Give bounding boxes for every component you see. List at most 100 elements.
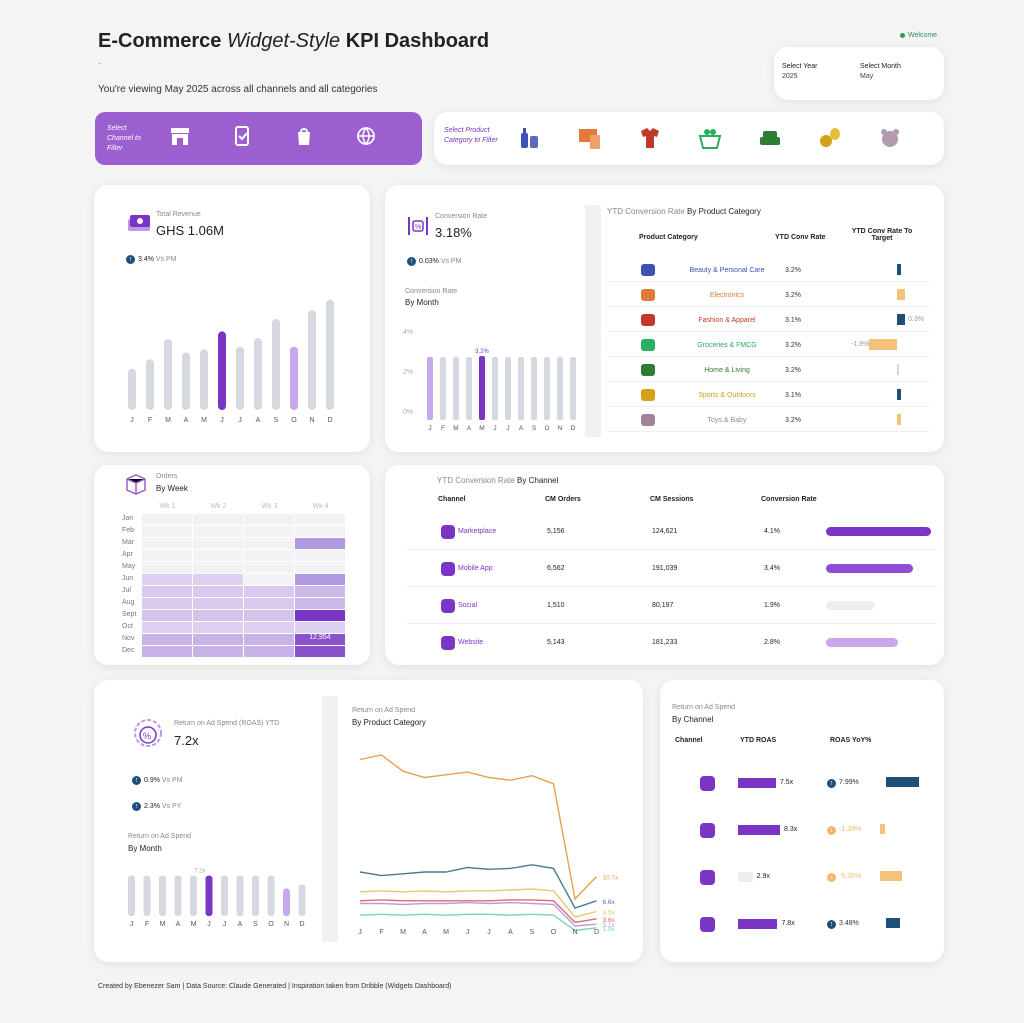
yoy-bar [886, 918, 901, 928]
table-row[interactable]: Mobile App 6,562 191,039 3.4% [407, 550, 937, 587]
month-tick: M [453, 425, 458, 432]
heatmap-cell[interactable] [244, 634, 294, 645]
home-living-icon[interactable] [758, 127, 782, 154]
heatmap-cell[interactable] [295, 550, 345, 561]
category-filter-label: Select Product Category to Filter [444, 127, 498, 144]
revenue-bar [254, 338, 262, 410]
heatmap-cell[interactable] [142, 538, 192, 549]
target-bar [869, 339, 897, 350]
heatmap-cell[interactable] [295, 622, 345, 633]
heatmap-cell[interactable] [193, 586, 243, 597]
fashion-icon[interactable] [638, 127, 662, 154]
beauty-icon[interactable] [518, 127, 542, 154]
heatmap-cell[interactable] [142, 598, 192, 609]
heatmap-cell[interactable] [244, 538, 294, 549]
groceries-icon[interactable] [698, 127, 722, 154]
roas-category-line-chart: 10.7x 6.6x 4.5x3.6x3.1x1.9x J F M A M J J A S O N D [358, 754, 619, 936]
heatmap-cell[interactable] [244, 562, 294, 573]
table-row[interactable]: Electronics 3.2% [607, 282, 929, 307]
table-row[interactable]: Marketplace 5,156 124,621 4.1% [407, 513, 937, 550]
heatmap-cell[interactable] [244, 646, 294, 657]
table-row[interactable]: 2.9x ↓ -5.35% [660, 854, 944, 901]
heatmap-cell[interactable] [142, 526, 192, 537]
heatmap-cell[interactable]: 12,954 [295, 634, 345, 645]
table-row[interactable]: Beauty & Personal Care 3.2% [607, 257, 929, 282]
website-icon[interactable] [355, 126, 377, 151]
heatmap-cell[interactable] [193, 562, 243, 573]
heatmap-cell[interactable] [244, 574, 294, 585]
heatmap-cell[interactable] [142, 646, 192, 657]
revenue-value: GHS 1.06M [156, 223, 224, 238]
channel-sessions: 181,233 [652, 639, 678, 646]
toys-icon[interactable] [878, 127, 902, 154]
heatmap-cell[interactable] [244, 526, 294, 537]
heatmap-cell[interactable] [193, 610, 243, 621]
marketplace-icon[interactable] [169, 126, 191, 151]
electronics-icon[interactable] [578, 127, 602, 154]
month-tick: D [594, 929, 599, 936]
heatmap-cell[interactable] [142, 574, 192, 585]
month-tick: S [532, 425, 537, 432]
heatmap-cell[interactable] [193, 550, 243, 561]
social-icon[interactable] [293, 126, 315, 151]
heatmap-cell[interactable] [142, 634, 192, 645]
year-select[interactable]: Select Year 2025 [782, 63, 817, 80]
heatmap-cell[interactable] [295, 598, 345, 609]
heatmap-cell[interactable] [295, 574, 345, 585]
conversion-bar-chart: 4%2%0%J F M A M3.2%J J A S O N D [403, 329, 576, 432]
heatmap-cell[interactable] [295, 610, 345, 621]
channel-sessions: 191,039 [652, 565, 678, 572]
heatmap-cell[interactable] [244, 586, 294, 597]
table-row[interactable]: Social 1,510 80,197 1.9% [407, 587, 937, 624]
sports-icon[interactable] [818, 127, 842, 154]
col-roas-yoy: ROAS YoY% [830, 737, 872, 744]
roas-yoy-value: -1.33% [839, 826, 862, 833]
heatmap-cell[interactable] [244, 622, 294, 633]
heatmap-cell[interactable] [193, 538, 243, 549]
table-row[interactable]: 7.5x ↑ 7.99% [660, 760, 944, 807]
table-row[interactable]: Sports & Outdoors 3.1% [607, 382, 929, 407]
heatmap-cell[interactable] [142, 586, 192, 597]
roas-bar [252, 875, 259, 916]
heatmap-cell[interactable] [295, 514, 345, 525]
table-row[interactable]: Toys & Baby 3.2% [607, 407, 929, 432]
heatmap-cell[interactable] [193, 622, 243, 633]
target-bar [897, 364, 899, 375]
mobile-app-icon[interactable] [231, 126, 253, 151]
heatmap-cell[interactable] [295, 538, 345, 549]
table-row[interactable]: Home & Living 3.2% [607, 357, 929, 382]
heatmap-cell[interactable] [193, 514, 243, 525]
channel-orders: 5,143 [547, 639, 565, 646]
heatmap-cell[interactable] [193, 646, 243, 657]
heatmap-cell[interactable] [142, 550, 192, 561]
arrow-up-icon: ↑ [132, 802, 141, 811]
heatmap-cell[interactable] [193, 598, 243, 609]
heatmap-cell[interactable] [142, 610, 192, 621]
table-row[interactable]: Fashion & Apparel 3.1% 0.3% [607, 307, 929, 332]
heatmap-cell[interactable] [295, 586, 345, 597]
heatmap-cell[interactable] [244, 610, 294, 621]
category-icon [641, 414, 655, 426]
table-row[interactable]: 8.3x ↓ -1.33% [660, 807, 944, 854]
table-row[interactable]: Groceries & FMCG 3.2% -1.8% [607, 332, 929, 357]
table-row[interactable]: 7.8x ↑ 3.48% [660, 901, 944, 948]
heatmap-cell[interactable] [244, 550, 294, 561]
revenue-delta: ↑ 3.4% Vs PM [126, 255, 177, 264]
mobile-app-icon [700, 823, 715, 838]
heatmap-cell[interactable] [193, 574, 243, 585]
conversion-card: % Conversion Rate 3.18% ↑ 0.03% Vs PM Con… [385, 185, 944, 452]
channel-card: YTD Conversion Rate By Channel Channel C… [385, 465, 944, 665]
roas-bar [283, 888, 290, 916]
heatmap-cell[interactable] [193, 634, 243, 645]
month-select[interactable]: Select Month May [860, 63, 901, 80]
heatmap-cell[interactable] [193, 526, 243, 537]
heatmap-cell[interactable] [142, 562, 192, 573]
heatmap-cell[interactable] [142, 514, 192, 525]
heatmap-cell[interactable] [295, 526, 345, 537]
heatmap-cell[interactable] [142, 622, 192, 633]
heatmap-cell[interactable] [244, 598, 294, 609]
heatmap-cell[interactable] [295, 562, 345, 573]
heatmap-cell[interactable] [295, 646, 345, 657]
table-row[interactable]: Website 5,143 181,233 2.8% [407, 624, 937, 661]
heatmap-cell[interactable] [244, 514, 294, 525]
